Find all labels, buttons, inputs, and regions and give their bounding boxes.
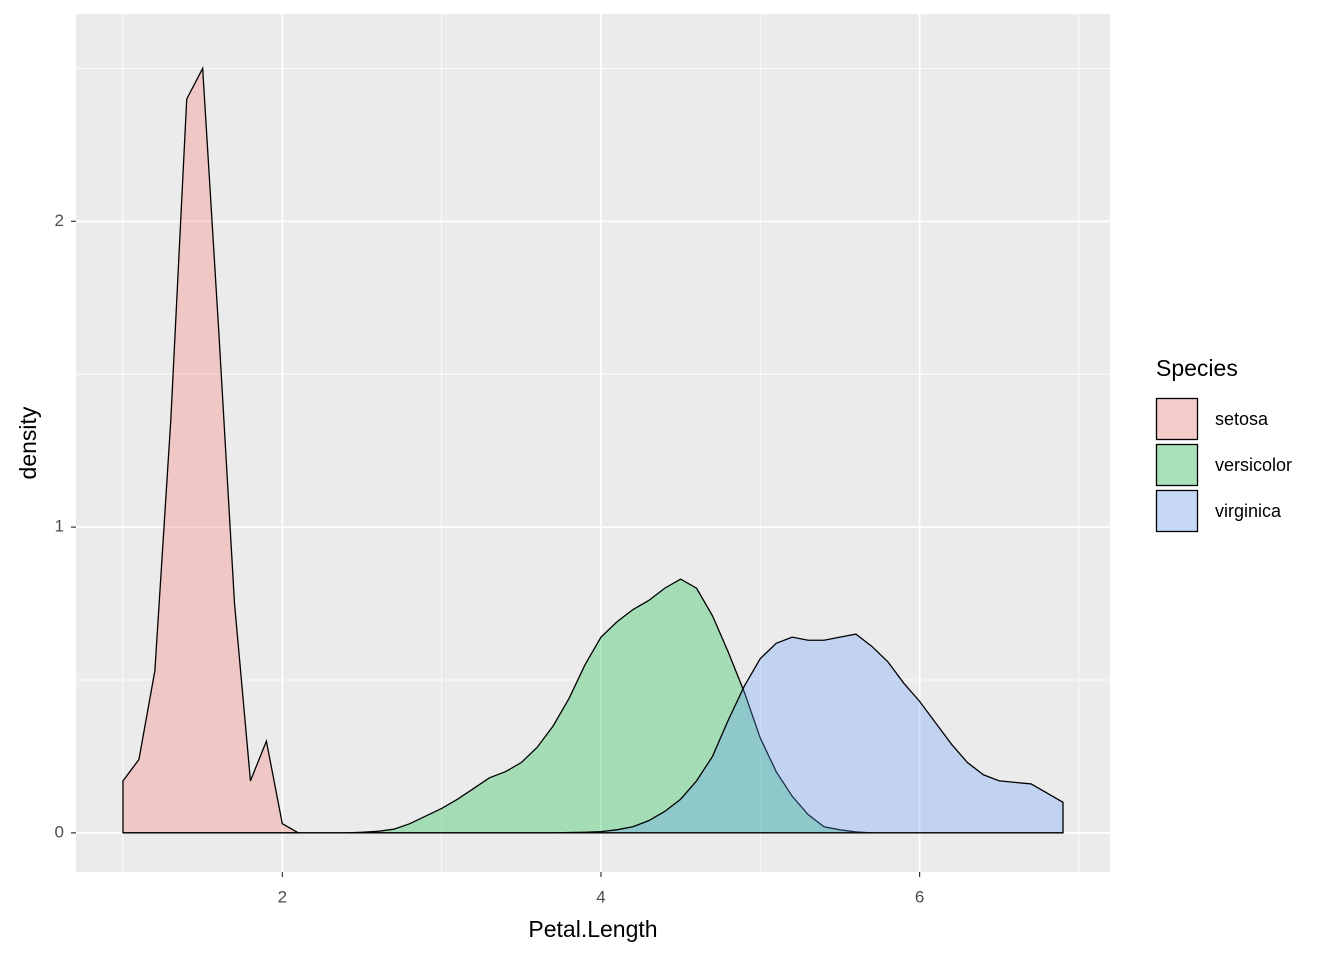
legend-label: virginica xyxy=(1215,501,1282,521)
panel-background xyxy=(76,14,1110,872)
x-tick-label: 6 xyxy=(915,887,924,906)
legend-key-background xyxy=(1156,490,1198,532)
legend-key-background xyxy=(1156,398,1198,440)
legend-key xyxy=(1155,397,1199,441)
density-area xyxy=(123,633,1064,834)
legend-key-background xyxy=(1156,444,1198,486)
y-tick-label: 0 xyxy=(55,822,64,841)
y-tick-label: 1 xyxy=(55,517,64,536)
legend-key xyxy=(1155,489,1199,533)
legend-title: Species xyxy=(1156,355,1238,381)
x-tick-label: 4 xyxy=(596,887,605,906)
x-axis-title: Petal.Length xyxy=(528,916,657,942)
x-tick-label: 2 xyxy=(278,887,287,906)
legend-label: versicolor xyxy=(1215,455,1292,475)
legend-key xyxy=(1155,443,1199,487)
y-tick-label: 2 xyxy=(55,211,64,230)
legend-label: setosa xyxy=(1215,409,1269,429)
y-axis-title: density xyxy=(15,406,41,479)
